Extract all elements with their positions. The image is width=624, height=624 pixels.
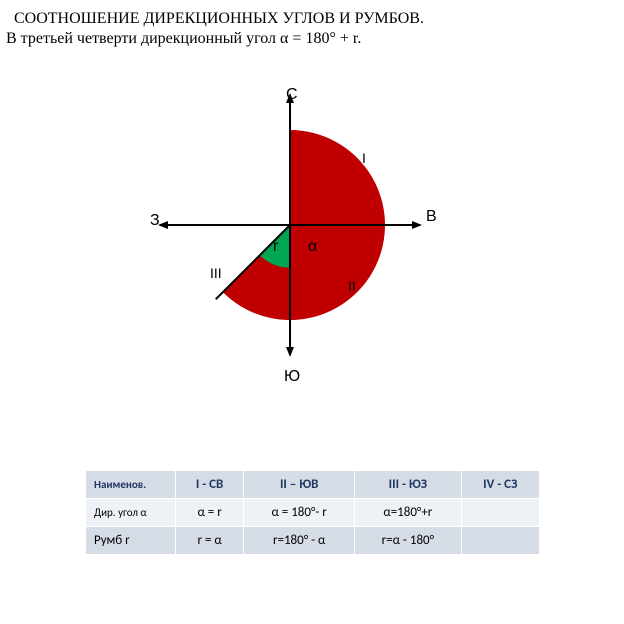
diagram: С Ю В З I II III α r <box>0 90 624 420</box>
col-header: IV - СЗ <box>461 471 539 499</box>
cell: r=α - 180° <box>355 527 461 555</box>
label-north: С <box>286 86 298 104</box>
label-q3: III <box>210 265 222 281</box>
label-east: В <box>426 208 437 226</box>
cell: α=180°+r <box>355 499 461 527</box>
label-r: r <box>273 238 278 256</box>
label-q2: II <box>348 278 356 294</box>
table-header-row: Наименов. I - СВ II – ЮВ III - ЮЗ IV - С… <box>86 471 540 499</box>
cell: α = r <box>176 499 244 527</box>
cell <box>461 527 539 555</box>
col-header: I - СВ <box>176 471 244 499</box>
table-row: Румб r r = α r=180° - α r=α - 180° <box>86 527 540 555</box>
col-header: II – ЮВ <box>244 471 355 499</box>
conversion-table: Наименов. I - СВ II – ЮВ III - ЮЗ IV - С… <box>85 470 540 555</box>
cell: Дир. угол α <box>86 499 176 527</box>
table-row: Дир. угол α α = r α = 180°- r α=180°+r <box>86 499 540 527</box>
label-q1: I <box>362 150 366 166</box>
cell: Румб r <box>86 527 176 555</box>
cell: r = α <box>176 527 244 555</box>
col-header: III - ЮЗ <box>355 471 461 499</box>
cell: r=180° - α <box>244 527 355 555</box>
label-alpha: α <box>308 238 317 256</box>
cell: α = 180°- r <box>244 499 355 527</box>
cell <box>461 499 539 527</box>
col-header: Наименов. <box>86 471 176 499</box>
page-title-line1: СООТНОШЕНИЕ ДИРЕКЦИОННЫХ УГЛОВ И РУМБОВ. <box>14 10 424 28</box>
label-west: З <box>150 212 160 230</box>
page-title-line2: В третьей четверти дирекционный угол α =… <box>6 30 361 48</box>
label-south: Ю <box>284 368 300 386</box>
